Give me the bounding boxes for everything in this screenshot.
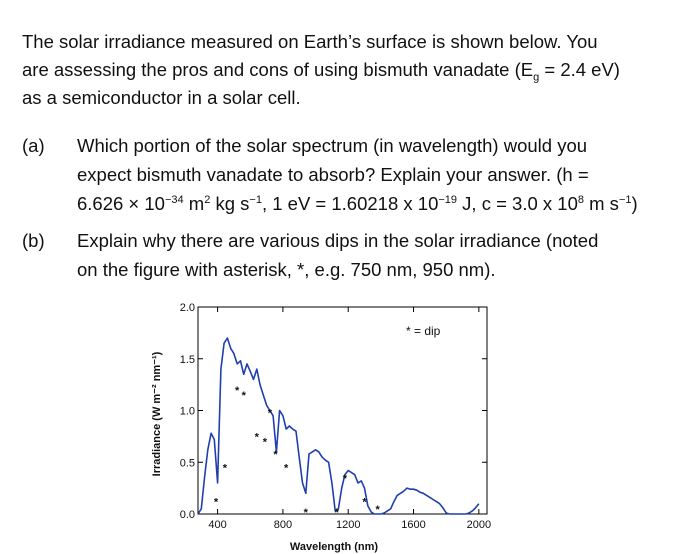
y-tick-label: 2.0	[180, 302, 195, 314]
dip-marker: *	[235, 385, 240, 397]
const-exponent: 8	[577, 193, 584, 206]
y-axis-title: Irradiance (W m⁻² nm⁻¹)	[151, 351, 163, 476]
legend-text: * = dip	[406, 324, 441, 338]
irradiance-series-line	[197, 337, 480, 515]
const-exponent: −1	[618, 193, 632, 206]
const-exponent: 2	[204, 193, 211, 206]
question-b-line-1: Explain why there are various dips in th…	[77, 230, 599, 251]
y-axis-ticks: 0.0 0.5 1.0 1.5 2.0	[180, 302, 487, 521]
x-tick-label: 1600	[401, 519, 425, 531]
intro-line-2b: = 2.4 eV)	[539, 59, 620, 80]
y-tick-label: 1.5	[180, 354, 195, 366]
y-tick-label: 0.0	[180, 509, 195, 521]
question-b-label: (b)	[22, 230, 45, 251]
question-a-label: (a)	[22, 135, 45, 156]
x-tick-label: 800	[274, 519, 292, 531]
const-part: kg s	[210, 193, 250, 214]
const-exponent: −1	[249, 193, 262, 206]
plot-area: *** ** ***** ****	[197, 306, 488, 519]
dip-marker: *	[273, 449, 278, 461]
question-b-line-2: on the figure with asterisk, *, e.g. 750…	[77, 259, 496, 280]
const-part: m s	[583, 193, 619, 214]
question-a-line-1: Which portion of the solar spectrum (in …	[77, 135, 588, 156]
dip-marker: *	[343, 473, 348, 485]
solar-irradiance-figure: * * * * * * * * * * * * * * 0.0 0.5 1.0 1.5 2.0 400 800 120…	[130, 292, 510, 554]
const-part: m	[183, 193, 205, 214]
dip-marker: *	[304, 507, 309, 519]
intro-line-2a: are assessing the pros and cons of using…	[22, 59, 534, 80]
const-exponent: −34	[164, 193, 184, 206]
intro-line-1: The solar irradiance measured on Earth’s…	[22, 31, 598, 52]
const-exponent: −19	[438, 193, 458, 206]
question-a-text: Which portion of the solar spectrum (in …	[77, 131, 692, 218]
const-part: J, c = 3.0 x 10	[457, 193, 578, 214]
constants-line: 6.626 × 10−34 m2 kg s−1, 1 eV = 1.60218 …	[77, 193, 638, 214]
y-tick-label: 0.5	[180, 457, 195, 469]
x-tick-label: 400	[208, 519, 226, 531]
y-tick-label: 1.0	[180, 406, 195, 418]
dip-marker: *	[284, 462, 289, 474]
x-axis-title: Wavelength (nm)	[290, 541, 379, 553]
intro-subscript-g: g	[533, 71, 540, 84]
irradiance-chart: *** ** ***** **** 0.00.51.01.52.0 400 800 120…	[151, 302, 491, 553]
const-part: , 1 eV = 1.60218 x 10	[261, 193, 439, 214]
dip-marker: *	[214, 497, 219, 509]
dip-marker: *	[335, 507, 340, 519]
intro-paragraph: The solar irradiance measured on Earth’s…	[22, 28, 682, 112]
dip-marker: *	[375, 504, 380, 516]
dip-marker: *	[242, 390, 247, 402]
const-part: )	[631, 193, 638, 214]
x-axis-ticks: 400 800 1200 1600 2000	[208, 307, 491, 531]
dip-marker: *	[223, 462, 228, 474]
intro-line-3: as a semiconductor in a solar cell.	[22, 87, 301, 108]
x-tick-label: 2000	[467, 519, 491, 531]
question-b-text: Explain why there are various dips in th…	[77, 226, 692, 284]
x-tick-label: 1200	[336, 519, 360, 531]
dip-marker: *	[268, 408, 273, 420]
dip-marker: *	[263, 437, 268, 449]
dip-marker: *	[255, 431, 260, 443]
const-part: 6.626 × 10	[77, 193, 165, 214]
question-a-line-2: expect bismuth vanadate to absorb? Expla…	[77, 164, 589, 185]
dip-marker: *	[362, 497, 367, 509]
